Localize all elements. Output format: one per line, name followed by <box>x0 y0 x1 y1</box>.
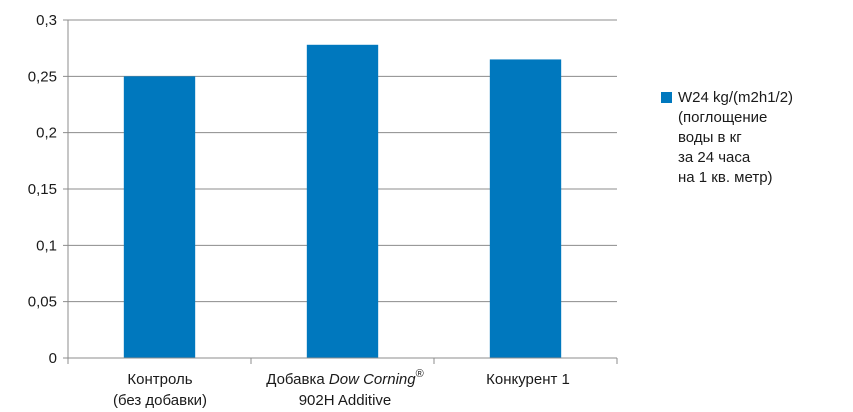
y-tick-label: 0 <box>49 350 57 367</box>
y-tick-labels: 0 0,05 0,1 0,15 0,2 0,25 0,3 <box>28 12 57 367</box>
legend: W24 kg/(m2h1/2) (поглощение воды в кг за… <box>661 88 793 188</box>
y-tick-label: 0,3 <box>36 12 57 29</box>
category-label-control-line1: Контроль <box>127 371 192 388</box>
y-tick-label: 0,1 <box>36 237 57 254</box>
category-label-dowcorning-brand: Dow Corning <box>329 371 416 388</box>
y-tick-label: 0,05 <box>28 294 57 311</box>
y-tick-label: 0,15 <box>28 181 57 198</box>
legend-text: W24 kg/(m2h1/2) (поглощение воды в кг за… <box>678 88 793 188</box>
y-tick-label: 0,2 <box>36 125 57 142</box>
category-label-dowcorning-prefix: Добавка <box>266 371 329 388</box>
x-tick-marks <box>67 358 618 364</box>
legend-line-1: W24 kg/(m2h1/2) <box>678 89 794 106</box>
legend-swatch <box>661 92 672 103</box>
category-label-control-line2: (без добавки) <box>113 392 207 409</box>
category-labels: Контроль (без добавки) Добавка Dow Corni… <box>113 368 570 409</box>
y-tick-label: 0,25 <box>28 68 57 85</box>
category-label-dowcorning-line1: Добавка Dow Corning® <box>266 368 423 388</box>
legend-line-3: воды в кг <box>678 129 742 146</box>
bar <box>306 44 379 358</box>
legend-line-4: за 24 часа <box>678 149 751 166</box>
axes <box>67 20 617 359</box>
legend-line-2: (поглощение <box>678 109 768 126</box>
bars <box>123 44 562 358</box>
bar <box>123 76 196 358</box>
category-label-competitor1: Конкурент 1 <box>486 371 570 388</box>
category-label-dowcorning-line2: 902H Additive <box>299 392 392 409</box>
legend-line-5: на 1 кв. метр) <box>678 169 773 186</box>
bar <box>489 59 562 358</box>
category-label-dowcorning-reg: ® <box>416 368 424 380</box>
